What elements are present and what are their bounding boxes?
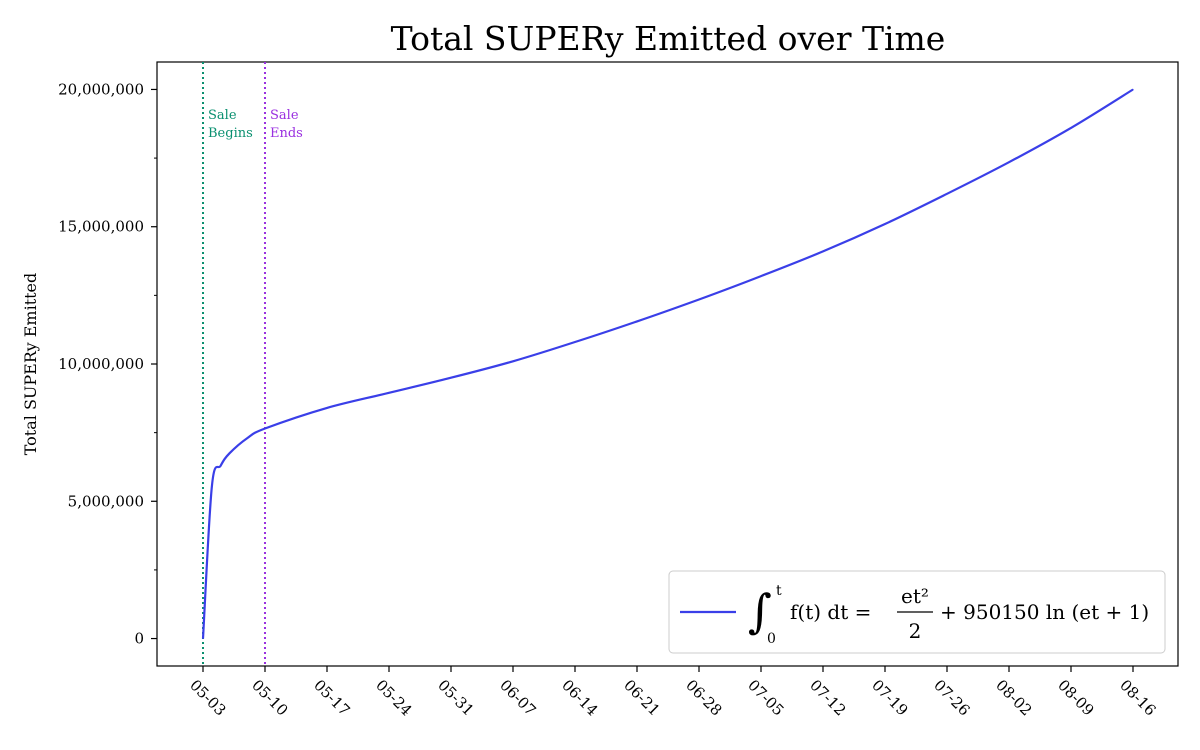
x-axis: 05-03 05-10 05-17 05-24 05-31 06-07 06-14 06-21…: [186, 666, 1159, 719]
series-line: [201, 88, 1134, 639]
data-point: [264, 427, 266, 430]
x-tick-label: 05-10: [248, 676, 291, 719]
y-tick-label: 0: [134, 630, 144, 648]
x-tick-label: 06-14: [558, 676, 601, 719]
event-label-line2: Ends: [270, 126, 303, 141]
x-tick-label: 08-02: [992, 676, 1035, 719]
x-tick-label: 07-19: [868, 676, 911, 719]
x-tick-label: 05-17: [310, 676, 353, 719]
event-label-line1: Sale: [270, 108, 299, 123]
x-tick-label: 05-03: [186, 676, 229, 719]
data-point: [211, 485, 213, 487]
data-point: [388, 392, 390, 394]
data-point: [1008, 161, 1010, 163]
data-point: [326, 407, 328, 409]
legend-integral-sign: ∫: [748, 584, 772, 638]
data-point: [220, 464, 222, 467]
x-tick-label: 06-28: [682, 676, 725, 719]
x-tick-label: 07-12: [806, 676, 849, 719]
data-point: [1070, 127, 1072, 129]
data-point: [636, 320, 638, 323]
data-point: [822, 250, 824, 253]
legend: ∫ t 0 f(t) dt = et² 2 + 950150 ln (et + …: [668, 570, 1166, 654]
x-tick-label: 07-26: [930, 676, 973, 719]
y-tick-label: 5,000,000: [68, 492, 144, 510]
x-tick-label: 08-09: [1054, 676, 1097, 719]
chart-title: Total SUPERy Emitted over Time: [391, 19, 946, 58]
x-tick-label: 06-21: [620, 676, 663, 719]
data-point: [946, 193, 948, 195]
data-point: [228, 452, 231, 454]
x-tick-label: 06-07: [496, 676, 539, 719]
legend-integral-upper: t: [776, 583, 782, 599]
data-point: [698, 298, 700, 301]
series-group: [201, 88, 1134, 640]
data-point: [246, 437, 248, 439]
legend-frac-num: et²: [901, 584, 929, 608]
data-point: [760, 275, 762, 277]
y-axis: 0 5,000,000 10,000,000 15,000,000 20,000,000: [58, 80, 157, 648]
x-tick-label: 05-31: [434, 676, 477, 719]
y-tick-label: 15,000,000: [58, 218, 144, 236]
event-lines: Sale Begins Sale Ends: [202, 62, 303, 666]
x-tick-label: 05-24: [372, 676, 415, 719]
y-tick-label: 10,000,000: [58, 355, 144, 373]
data-point: [574, 341, 576, 343]
legend-integral-lower: 0: [767, 631, 776, 647]
x-tick-label: 07-05: [744, 676, 787, 719]
legend-frac-den: 2: [909, 619, 922, 643]
event-label-line1: Sale: [208, 108, 237, 123]
legend-rhs: + 950150 ln (et + 1): [940, 600, 1149, 624]
data-point: [202, 637, 204, 640]
x-tick-label: 08-16: [1116, 676, 1159, 719]
y-tick-label: 20,000,000: [58, 80, 144, 98]
data-point: [884, 223, 886, 225]
y-axis-label: Total SUPERy Emitted: [21, 273, 40, 456]
data-point: [512, 360, 514, 362]
data-point: [1132, 88, 1134, 91]
data-point: [450, 377, 452, 379]
legend-lhs: f(t) dt =: [790, 600, 871, 624]
event-label-line2: Begins: [208, 126, 253, 141]
